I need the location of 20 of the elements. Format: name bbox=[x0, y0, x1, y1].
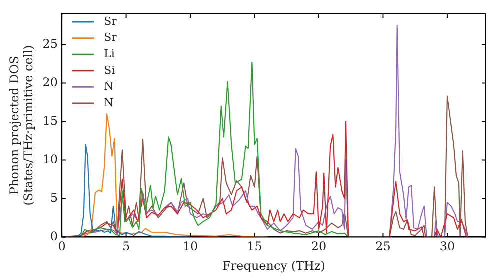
y-tick-label: 15 bbox=[42, 114, 58, 128]
legend-label: Li bbox=[104, 47, 116, 60]
x-tick-label: 5 bbox=[122, 240, 130, 254]
x-tick-label: 20 bbox=[311, 240, 327, 254]
legend-label: N bbox=[104, 80, 114, 94]
y-tick-label: 5 bbox=[50, 190, 58, 205]
x-tick-label: 25 bbox=[376, 240, 391, 254]
x-tick-label: 15 bbox=[247, 240, 262, 254]
y-tick-label: 0 bbox=[50, 229, 58, 244]
legend-label: Sr bbox=[104, 31, 118, 44]
legend-label: Si bbox=[104, 64, 116, 77]
legend-label: Sr bbox=[104, 14, 118, 28]
x-tick-label: 10 bbox=[182, 240, 198, 254]
x-tick-label: 30 bbox=[440, 240, 456, 254]
y-tick-label: 25 bbox=[42, 36, 58, 51]
legend-label: N bbox=[104, 96, 114, 110]
x-axis-title: Frequency (THz) bbox=[222, 258, 326, 273]
y-axis-title: Phonon projected DOS (States/THz·primitive cell) bbox=[7, 45, 36, 206]
y-tick-label: 10 bbox=[42, 152, 58, 166]
y-tick-label: 20 bbox=[42, 75, 58, 90]
